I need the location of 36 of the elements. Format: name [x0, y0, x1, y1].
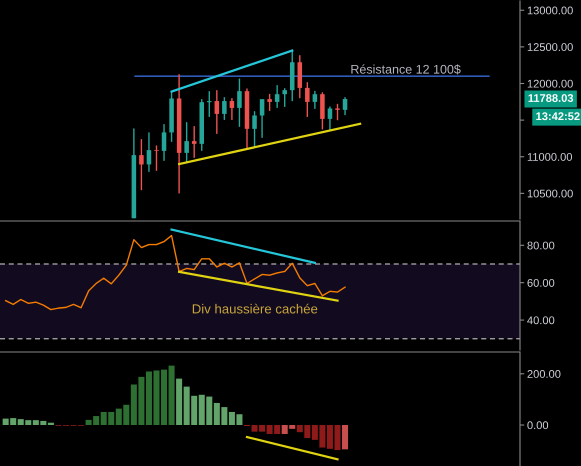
bar	[342, 425, 348, 450]
y-tick-label: 200.00	[528, 370, 560, 378]
candlestick	[230, 97, 234, 121]
candlestick	[154, 144, 159, 172]
annotation: Div haussière cachée	[192, 304, 318, 314]
y-tick-label: 12500.00	[528, 43, 573, 52]
ref-line-label: Résistance 12 100$	[351, 64, 461, 74]
y-tick-label: 60.00	[528, 278, 554, 287]
candlestick	[162, 123, 166, 162]
y-tick-label: 11000.00	[528, 153, 572, 161]
text: 13:42:52	[536, 112, 580, 120]
y-tick-label: 13000.00	[528, 6, 573, 14]
candlestick	[146, 132, 152, 173]
candlestick	[342, 96, 348, 116]
candlestick	[192, 125, 196, 159]
candlestick	[260, 98, 264, 139]
candlestick	[207, 90, 212, 118]
candlestick	[305, 81, 310, 118]
candlestick	[237, 78, 242, 128]
candlestick	[328, 106, 332, 131]
text: 11788.03	[528, 94, 574, 102]
y-tick-label: 10500.00	[528, 190, 573, 198]
y-tick-label: 80.00	[527, 242, 554, 250]
y-tick-label: 0.00	[527, 421, 548, 430]
y-tick-label: 12000.00	[528, 80, 573, 88]
candlestick	[214, 89, 220, 135]
candlestick	[222, 96, 227, 121]
y-tick-label: 40.00	[527, 316, 554, 324]
candlestick	[252, 110, 257, 148]
candlestick	[184, 121, 189, 164]
candlestick	[312, 90, 318, 110]
candlestick	[274, 84, 280, 109]
candlestick	[282, 87, 287, 108]
candlestick	[335, 103, 340, 121]
candlestick	[139, 138, 144, 191]
candlestick	[267, 93, 272, 112]
